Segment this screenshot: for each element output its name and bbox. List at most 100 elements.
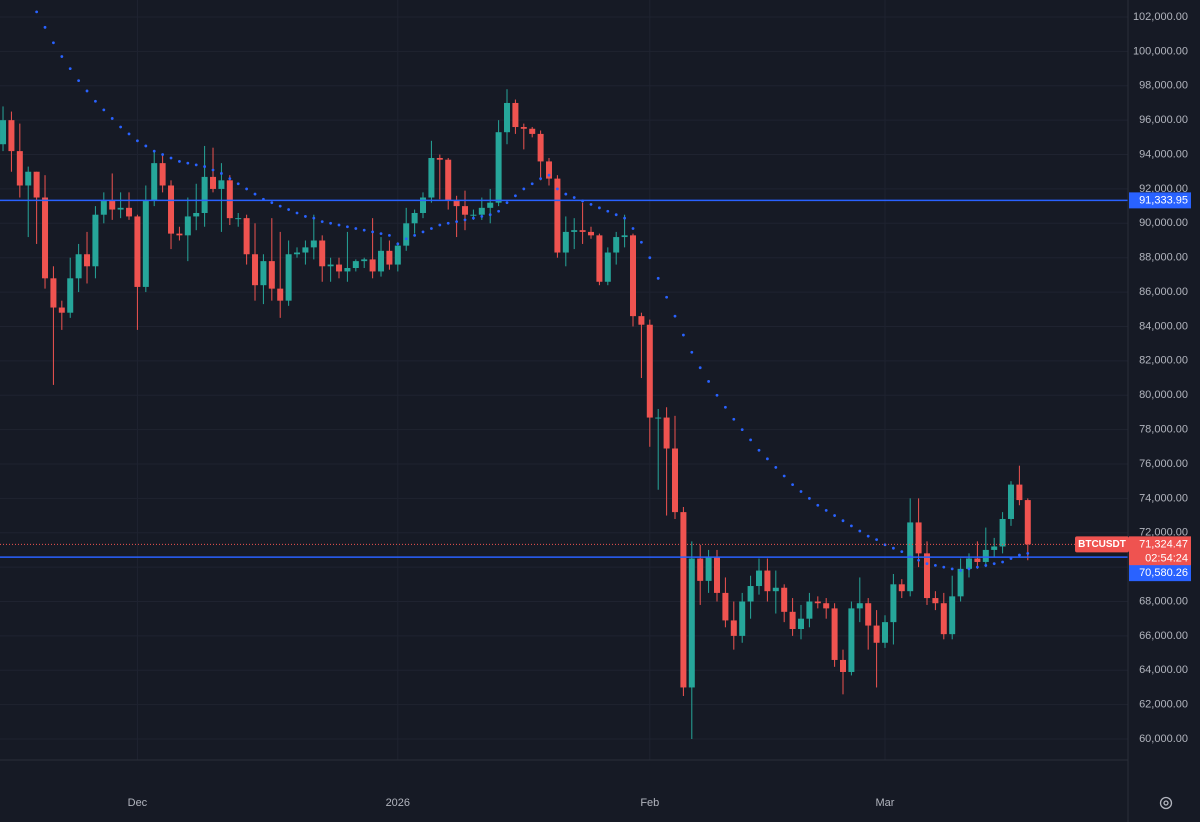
candle-body: [277, 288, 284, 301]
candle-body: [646, 324, 653, 418]
sar-dot: [732, 417, 736, 421]
sar-dot: [858, 529, 862, 533]
candle-body: [420, 197, 427, 213]
candle-body: [940, 603, 947, 635]
candle-body: [176, 233, 183, 236]
sar-dot: [1017, 553, 1021, 557]
sar-dot: [682, 333, 685, 337]
candle-body: [504, 102, 511, 133]
sar-dot: [388, 233, 391, 237]
candle-body: [957, 568, 964, 597]
candle-body: [226, 180, 233, 219]
candle-body: [881, 622, 888, 643]
sar-dot: [791, 483, 794, 487]
candle-body: [436, 157, 443, 160]
sar-dot: [488, 213, 492, 217]
candle-body: [369, 259, 376, 272]
candle-body: [722, 592, 729, 621]
sar-dot: [690, 350, 694, 354]
candle-body: [168, 185, 175, 234]
settings-button[interactable]: [1159, 796, 1173, 810]
sar-dot: [614, 213, 618, 217]
y-tick-label: 90,000.00: [1139, 217, 1188, 229]
y-tick-label: 86,000.00: [1139, 286, 1188, 298]
sar-dot: [463, 218, 467, 222]
candle-body: [672, 448, 679, 513]
candle-body: [75, 254, 82, 279]
candle-body: [386, 250, 393, 265]
sar-dot: [178, 160, 181, 163]
sar-dot: [900, 550, 904, 554]
candle-body: [730, 620, 737, 636]
sar-dot: [984, 564, 988, 567]
candle-body: [1016, 484, 1023, 501]
candle-body: [58, 307, 65, 313]
sar-dot: [362, 228, 366, 232]
sar-dot: [606, 209, 610, 213]
sar-dot: [673, 314, 677, 318]
candle-body: [1007, 484, 1014, 519]
sar-dot: [556, 187, 559, 191]
sar-dot: [320, 220, 324, 223]
candle-body: [823, 603, 830, 609]
candle-body: [445, 159, 452, 201]
sar-dot: [782, 474, 786, 478]
candle-body: [327, 264, 334, 267]
sar-dot: [841, 519, 845, 523]
sar-dot: [522, 187, 526, 191]
sar-dot: [891, 546, 895, 550]
candle-body: [806, 601, 813, 619]
sar-dot: [337, 223, 341, 227]
sar-dot: [203, 165, 207, 168]
candle-body: [92, 214, 99, 267]
sar-dot: [564, 192, 568, 196]
candle-body: [739, 601, 746, 636]
sar-dot: [127, 132, 131, 136]
candle-body: [428, 157, 435, 198]
candle-body: [856, 603, 863, 609]
candle-body: [562, 231, 569, 253]
candle-body: [873, 625, 880, 643]
sar-dot: [413, 233, 417, 237]
last-price-label: 71,324.47: [1139, 538, 1188, 550]
sar-dot: [396, 242, 400, 246]
candle-body: [126, 207, 133, 217]
candle-body: [596, 235, 603, 282]
sar-dot: [816, 503, 820, 507]
candle-body: [982, 549, 989, 562]
sar-dot: [60, 55, 64, 58]
sar-dot: [757, 448, 761, 452]
candle-body: [638, 316, 645, 325]
sar-dot: [77, 79, 81, 83]
candle-body: [67, 278, 74, 313]
sar-dot: [404, 237, 408, 241]
candle-body: [588, 231, 595, 236]
sar-dot: [152, 149, 156, 153]
candle-body: [218, 180, 225, 189]
sar-dot: [346, 225, 349, 229]
candle-body: [302, 247, 309, 253]
y-tick-label: 62,000.00: [1139, 699, 1188, 711]
y-tick-label: 98,000.00: [1139, 80, 1188, 92]
candle-body: [50, 278, 57, 308]
candle-body: [100, 200, 107, 215]
sar-dot: [497, 209, 501, 213]
sar-dot: [724, 405, 727, 409]
sar-dot: [446, 221, 450, 225]
candle-body: [781, 587, 788, 612]
candle-body: [613, 237, 620, 253]
candle-body: [462, 206, 469, 215]
sar-dot: [942, 565, 946, 569]
candle-body: [839, 659, 846, 672]
candle-body: [680, 512, 687, 688]
candle-body: [755, 570, 762, 587]
x-tick-label: Mar: [876, 797, 895, 809]
hline-label: 91,333.95: [1139, 194, 1188, 206]
sar-dot: [102, 108, 106, 112]
candle-body: [949, 596, 956, 635]
candle-body: [688, 558, 695, 688]
last-price-badge: [1129, 536, 1191, 567]
sar-dot: [598, 206, 601, 210]
candle-body: [42, 197, 49, 279]
